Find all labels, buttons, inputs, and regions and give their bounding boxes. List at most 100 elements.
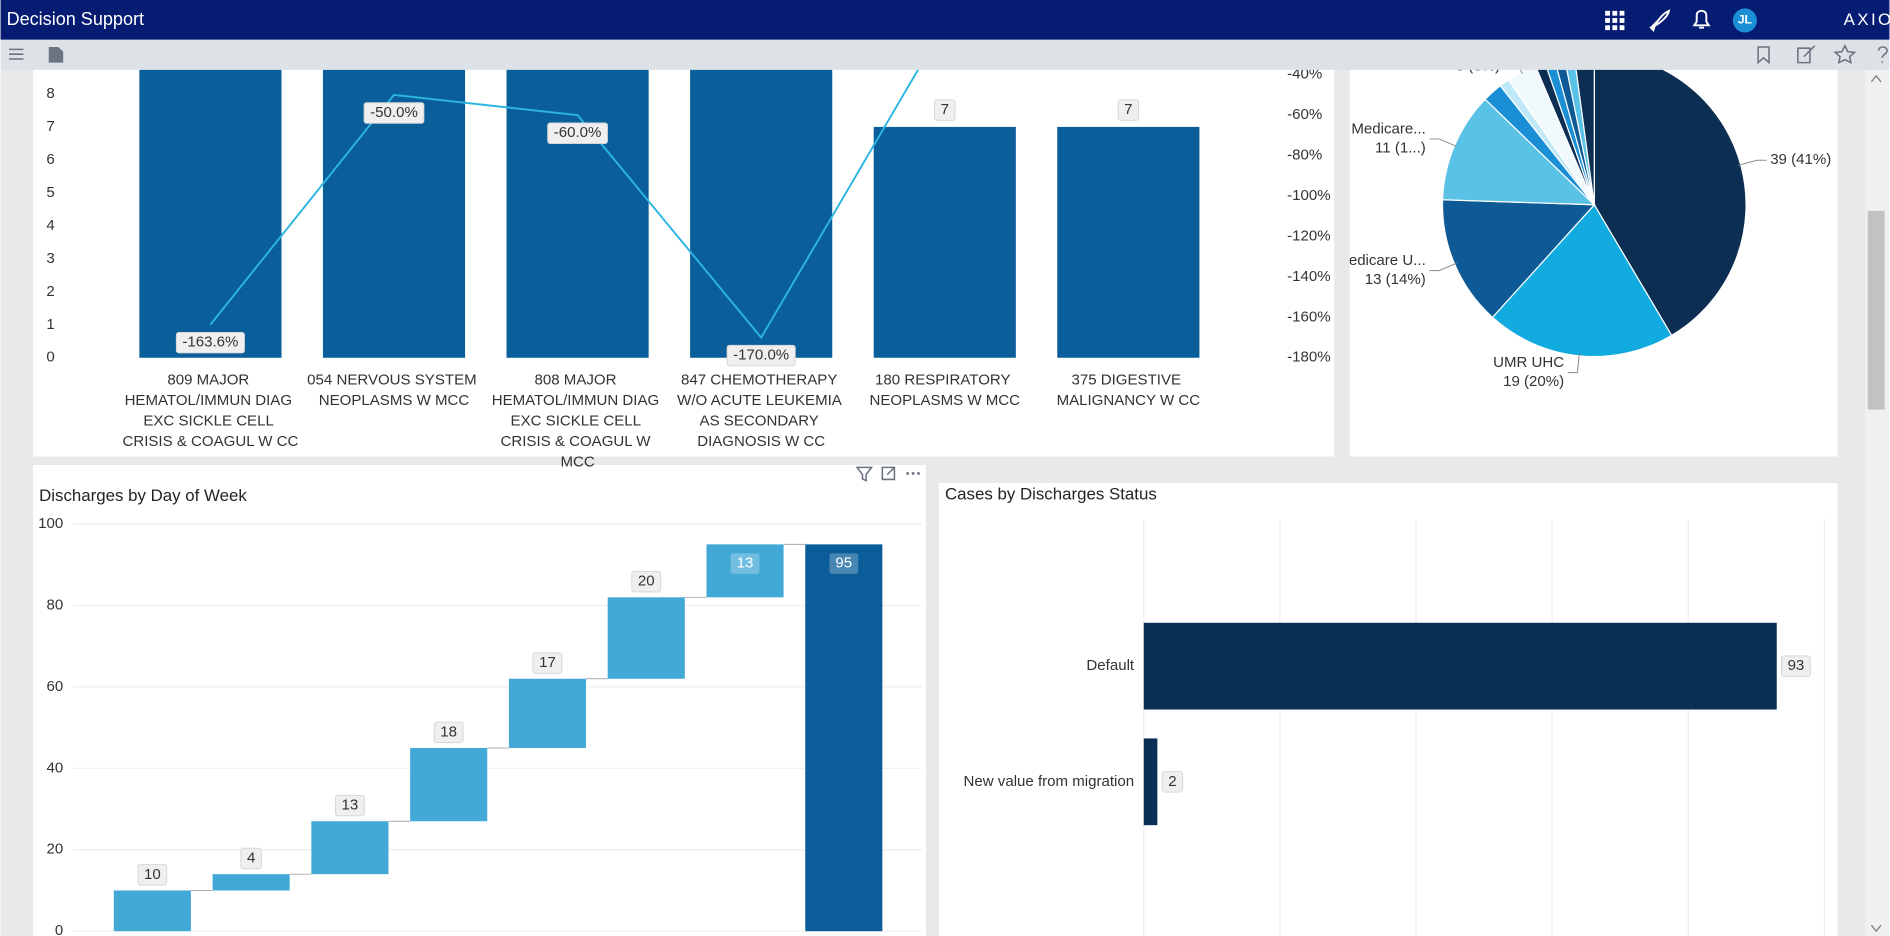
pie-label: 3 (3%) xyxy=(1456,57,1500,74)
notifications-icon[interactable] xyxy=(1692,9,1711,29)
top-bar xyxy=(0,0,1890,40)
data-label-box xyxy=(934,99,956,121)
data-label-box xyxy=(1781,655,1811,677)
y2-tick-label: -120% xyxy=(1287,227,1331,244)
y-tick-label: 0 xyxy=(46,349,54,366)
y-tick-label: 3 xyxy=(46,250,54,267)
line xyxy=(209,69,920,340)
favorite-icon[interactable] xyxy=(1833,44,1857,65)
y-tick-label: 6 xyxy=(46,151,54,168)
x-tick-label: 054 NERVOUS SYSTEM NEOPLASMS W MCC xyxy=(307,372,481,409)
data-label: 93 xyxy=(1788,657,1805,674)
bookmark-icon[interactable] xyxy=(1757,46,1770,65)
bar xyxy=(139,69,282,358)
data-label-box xyxy=(1117,99,1140,121)
chart-title: Cases by Discharges Status xyxy=(945,485,1157,504)
bar xyxy=(1143,738,1158,826)
data-label-box xyxy=(137,864,168,886)
leader-line xyxy=(1429,138,1457,147)
chart-title: Discharges by Day of Week xyxy=(39,486,247,505)
toolbar xyxy=(0,39,1890,70)
leader-line xyxy=(1429,262,1457,272)
waterfall-bar xyxy=(508,678,587,748)
data-label: 7 xyxy=(1124,101,1132,118)
pie-label: Medicare... xyxy=(1351,120,1425,137)
y2-tick-label: -100% xyxy=(1287,187,1331,204)
data-label-box xyxy=(730,553,760,574)
y-category-label: Default xyxy=(1086,657,1134,674)
help-icon[interactable] xyxy=(1877,46,1888,63)
leader-line xyxy=(1738,159,1767,166)
y-tick-label: 100 xyxy=(38,515,63,532)
visual-header-icons xyxy=(855,466,920,482)
y-tick-label: 20 xyxy=(46,841,63,858)
y2-tick-label: -80% xyxy=(1287,147,1322,164)
y-tick-label: 60 xyxy=(46,678,63,695)
waterfall-chart: 0 20 40 60 80 100 10 4 13 18 17 20 13 95 xyxy=(38,515,923,936)
avatar-initials: JL xyxy=(1738,13,1752,27)
bar xyxy=(873,126,1016,358)
data-label-box xyxy=(175,331,245,354)
app-title: Decision Support xyxy=(7,9,144,29)
data-label: 10 xyxy=(144,866,161,883)
data-label-box xyxy=(631,570,662,593)
x-tick-label: 809 MAJOR HEMATOL/IMMUN DIAG EXC SICKLE … xyxy=(122,372,298,450)
page-icon[interactable] xyxy=(48,46,64,63)
waterfall-bar xyxy=(113,890,191,932)
y-tick-label: 4 xyxy=(46,217,54,234)
data-label: 7 xyxy=(941,101,949,118)
hbar-chart: Default 93 New value from migration 2 xyxy=(964,519,1825,936)
data-label-box xyxy=(547,122,608,144)
x-tick-label: 847 CHEMOTHERAPY W/O ACUTE LEUKEMIA AS S… xyxy=(677,372,845,450)
data-label: 4 xyxy=(247,849,255,866)
bar xyxy=(322,69,466,358)
data-label-box xyxy=(829,553,859,574)
data-label-box xyxy=(532,652,563,674)
focus-icon[interactable] xyxy=(881,466,896,481)
scrollbar[interactable] xyxy=(1865,69,1890,936)
data-label: 2 xyxy=(1168,773,1176,790)
y-tick-label: 1 xyxy=(46,316,54,333)
pie-slice xyxy=(1546,69,1595,205)
avatar[interactable] xyxy=(1732,8,1757,33)
more-options-icon[interactable] xyxy=(906,471,920,475)
waterfall-bar xyxy=(607,597,685,679)
y2-tick-label: -180% xyxy=(1287,349,1331,366)
x-tick-label: 808 MAJOR HEMATOL/IMMUN DIAG EXC SICKLE … xyxy=(492,372,664,471)
data-label-box xyxy=(240,847,262,870)
data-label-box xyxy=(335,794,365,817)
menu-icon[interactable] xyxy=(8,48,24,60)
y2-tick-label: -60% xyxy=(1287,106,1322,123)
bar xyxy=(1143,622,1777,710)
data-label: 17 xyxy=(539,654,556,671)
data-label: -163.6% xyxy=(182,334,238,351)
launch-icon[interactable] xyxy=(1649,9,1671,32)
data-label: 13 xyxy=(737,555,754,572)
y2-tick-label: -40% xyxy=(1287,66,1322,83)
edit-icon[interactable] xyxy=(1797,45,1816,64)
scroll-arrows[interactable] xyxy=(1870,74,1882,933)
x-tick-label: 375 DIGESTIVE MALIGNANCY W CC xyxy=(1057,372,1201,409)
waterfall-bar xyxy=(311,821,389,875)
filter-icon[interactable] xyxy=(855,466,874,482)
y-tick-label: 0 xyxy=(55,922,63,936)
scrollbar-thumb[interactable] xyxy=(1867,210,1885,410)
data-label: 13 xyxy=(342,797,359,814)
y-tick-label: 2 xyxy=(46,283,54,300)
leader-line xyxy=(1567,353,1580,374)
data-label-box xyxy=(726,344,796,367)
y-tick-label: 8 xyxy=(46,85,54,102)
data-label: 18 xyxy=(440,723,457,740)
apps-icon[interactable] xyxy=(1605,10,1625,31)
pie-label: 39 (41%) xyxy=(1770,151,1831,168)
data-label: 95 xyxy=(835,555,852,572)
data-label: -60.0% xyxy=(554,124,602,141)
pie-label: 19 (20%) xyxy=(1503,373,1564,390)
waterfall-bar xyxy=(410,747,488,822)
waterfall-bar xyxy=(212,874,290,891)
pie-label: UMR UHC xyxy=(1493,354,1564,371)
pie-label: Medicare U... xyxy=(1336,252,1425,269)
data-label-box xyxy=(1161,771,1184,793)
